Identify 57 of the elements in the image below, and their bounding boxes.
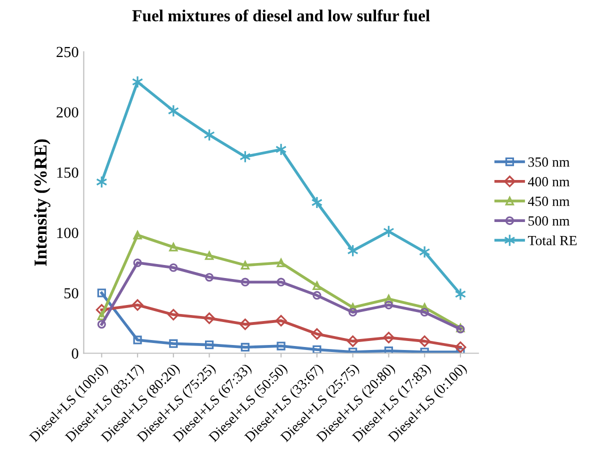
point bbox=[240, 278, 250, 286]
point bbox=[204, 272, 214, 282]
point bbox=[276, 342, 286, 350]
point bbox=[168, 104, 180, 118]
point bbox=[97, 320, 106, 329]
point bbox=[454, 288, 466, 301]
point bbox=[311, 196, 323, 209]
point bbox=[133, 336, 142, 344]
point bbox=[384, 294, 394, 304]
point bbox=[276, 258, 286, 268]
point bbox=[133, 230, 142, 240]
y-tick-label: 250 bbox=[56, 46, 78, 58]
y-tick-label: 50 bbox=[64, 288, 78, 298]
point bbox=[204, 312, 216, 324]
point bbox=[239, 318, 251, 330]
point bbox=[418, 246, 430, 258]
point bbox=[132, 76, 144, 88]
point bbox=[169, 339, 178, 348]
point bbox=[96, 304, 108, 316]
point bbox=[133, 258, 142, 268]
y-axis-title: Intensity (%RE) bbox=[34, 139, 50, 266]
point bbox=[384, 346, 394, 354]
y-tick-label: 150 bbox=[57, 167, 78, 178]
point bbox=[169, 242, 178, 252]
legend-label: 400 nm bbox=[528, 177, 570, 186]
y-tick-label: 0 bbox=[72, 348, 78, 359]
y-tick-label: 100 bbox=[57, 228, 78, 238]
point bbox=[312, 281, 322, 290]
point bbox=[204, 251, 214, 260]
point bbox=[240, 260, 250, 270]
point bbox=[275, 143, 287, 156]
point bbox=[384, 300, 394, 310]
point bbox=[454, 341, 466, 353]
point bbox=[132, 299, 144, 311]
point bbox=[240, 342, 250, 352]
point bbox=[168, 308, 180, 320]
legend-label: Total RE bbox=[528, 235, 577, 246]
point bbox=[312, 291, 322, 300]
point bbox=[347, 335, 359, 347]
point bbox=[311, 328, 323, 340]
point bbox=[348, 308, 358, 317]
y-tick-label: 200 bbox=[56, 107, 78, 118]
point bbox=[312, 345, 322, 354]
point bbox=[97, 288, 106, 298]
point bbox=[276, 278, 286, 286]
chart-title: Fuel mixtures of diesel and low sulfur fuel bbox=[132, 9, 430, 22]
point bbox=[420, 308, 429, 317]
point bbox=[204, 340, 214, 350]
point bbox=[275, 314, 287, 326]
point bbox=[420, 303, 429, 312]
legend-label: 450 nm bbox=[528, 196, 570, 206]
legend-label: 350 nm bbox=[528, 157, 570, 167]
point bbox=[382, 332, 394, 344]
legend-label: 500 nm bbox=[528, 216, 570, 226]
point bbox=[169, 263, 178, 272]
point bbox=[97, 312, 106, 320]
point bbox=[418, 335, 430, 347]
